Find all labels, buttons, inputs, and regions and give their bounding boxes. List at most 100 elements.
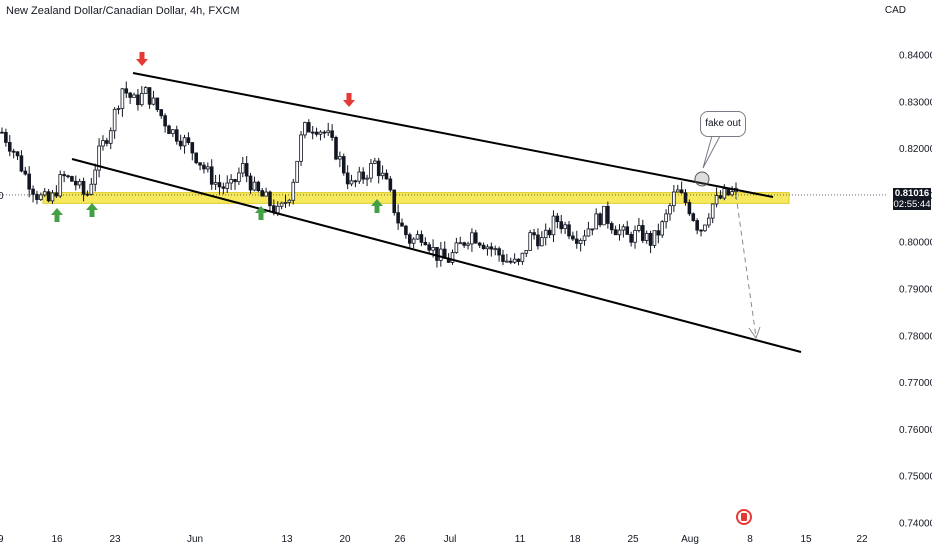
y-tick-label: 0.82000 <box>899 144 932 155</box>
candle-body <box>283 201 288 204</box>
candle-body <box>404 225 408 236</box>
candle-body <box>536 234 540 247</box>
chart-title: New Zealand Dollar/Canadian Dollar, 4h, … <box>6 5 240 17</box>
candle-body <box>477 242 482 246</box>
candle-body <box>233 179 237 183</box>
candle-body <box>206 166 210 170</box>
candle-body <box>85 193 90 196</box>
candle-body <box>512 258 517 263</box>
candle-body <box>23 170 28 175</box>
candle-body <box>7 142 12 152</box>
candle-body <box>640 225 645 241</box>
candle-body <box>683 192 688 203</box>
candle-body <box>112 108 117 132</box>
candle-body <box>310 131 315 134</box>
candle-body <box>543 229 548 239</box>
candle-body <box>314 131 319 135</box>
candle-body <box>330 130 334 138</box>
candle-body <box>268 191 272 207</box>
fake-out-callout: fake out <box>700 111 746 137</box>
x-tick-label: 23 <box>109 534 121 545</box>
up-arrow-icon <box>255 206 267 220</box>
candle-body <box>264 191 268 197</box>
candle-body <box>489 246 494 250</box>
candle-body <box>559 221 564 230</box>
candle-body <box>174 129 179 142</box>
candle-body <box>167 125 171 134</box>
candle-body <box>373 160 377 164</box>
y-tick-label: 0.75000 <box>899 472 932 483</box>
down-arrow-icon <box>136 52 148 66</box>
projection-line <box>735 194 757 338</box>
candle-body <box>108 130 113 144</box>
candle-body <box>217 182 222 188</box>
support-zone <box>0 192 888 204</box>
candle-body <box>672 191 676 207</box>
candle-body <box>365 177 369 180</box>
candle-body <box>70 176 74 182</box>
candle-body <box>485 246 490 250</box>
x-tick-label: 16 <box>51 534 63 545</box>
candle-body <box>338 156 342 160</box>
x-tick-label: 25 <box>627 534 639 545</box>
candle-body <box>202 164 206 170</box>
candle-body <box>540 237 544 247</box>
current-price: 0.81016 <box>894 188 930 199</box>
candle-body <box>186 137 191 143</box>
candle-body <box>551 215 556 236</box>
candle-body <box>39 194 43 200</box>
candle-body <box>524 250 529 254</box>
fake-out-circle <box>694 171 710 187</box>
up-arrow-icon <box>371 199 383 213</box>
candle-body <box>143 87 148 94</box>
candle-body <box>287 199 292 203</box>
candle-body <box>256 181 261 192</box>
candle-body <box>707 217 711 226</box>
candle-body <box>151 97 156 105</box>
y-tick-label: 0.77000 <box>899 378 932 389</box>
y-axis: 0.840000.830000.820000.810000.800000.790… <box>899 51 932 530</box>
candle-body <box>353 180 358 183</box>
candle-body <box>664 213 668 223</box>
candle-body <box>291 181 296 201</box>
candle-body <box>633 230 637 243</box>
candle-body <box>35 193 39 200</box>
y-tick-label: 0.78000 <box>899 331 932 342</box>
candle-body <box>299 134 303 162</box>
candle-body <box>54 192 59 197</box>
candle-body <box>629 234 633 243</box>
candle-body <box>411 238 416 244</box>
candle-body <box>497 248 501 256</box>
x-tick-label-clipped: 9 <box>0 534 4 545</box>
candle-body <box>427 244 431 251</box>
candle-body <box>730 191 734 196</box>
candle-body <box>714 195 719 205</box>
candle-body <box>450 252 455 263</box>
candle-body <box>400 222 404 227</box>
candle-body <box>586 228 591 237</box>
candle-body <box>388 178 393 191</box>
support-band <box>42 192 790 204</box>
candle-body <box>159 109 164 117</box>
candle-body <box>423 241 428 246</box>
candle-body <box>62 174 66 177</box>
candle-body <box>625 226 630 235</box>
candle-body <box>334 137 338 160</box>
candle-body <box>27 173 31 190</box>
candle-body <box>58 174 63 197</box>
current-price-tag: 0.81016 02:55:44 <box>893 188 931 210</box>
x-tick-label: 20 <box>339 534 351 545</box>
y-tick-label: 0.74000 <box>899 519 932 530</box>
candle-body <box>190 142 195 154</box>
candle-body <box>295 160 299 183</box>
candle-body <box>66 175 70 178</box>
candle-body <box>252 181 257 191</box>
candle-body <box>105 140 109 144</box>
economic-event-icon[interactable] <box>736 509 752 525</box>
candle-body <box>415 234 420 240</box>
candle-body <box>132 94 136 98</box>
markers <box>51 52 383 222</box>
candle-body <box>46 191 51 202</box>
